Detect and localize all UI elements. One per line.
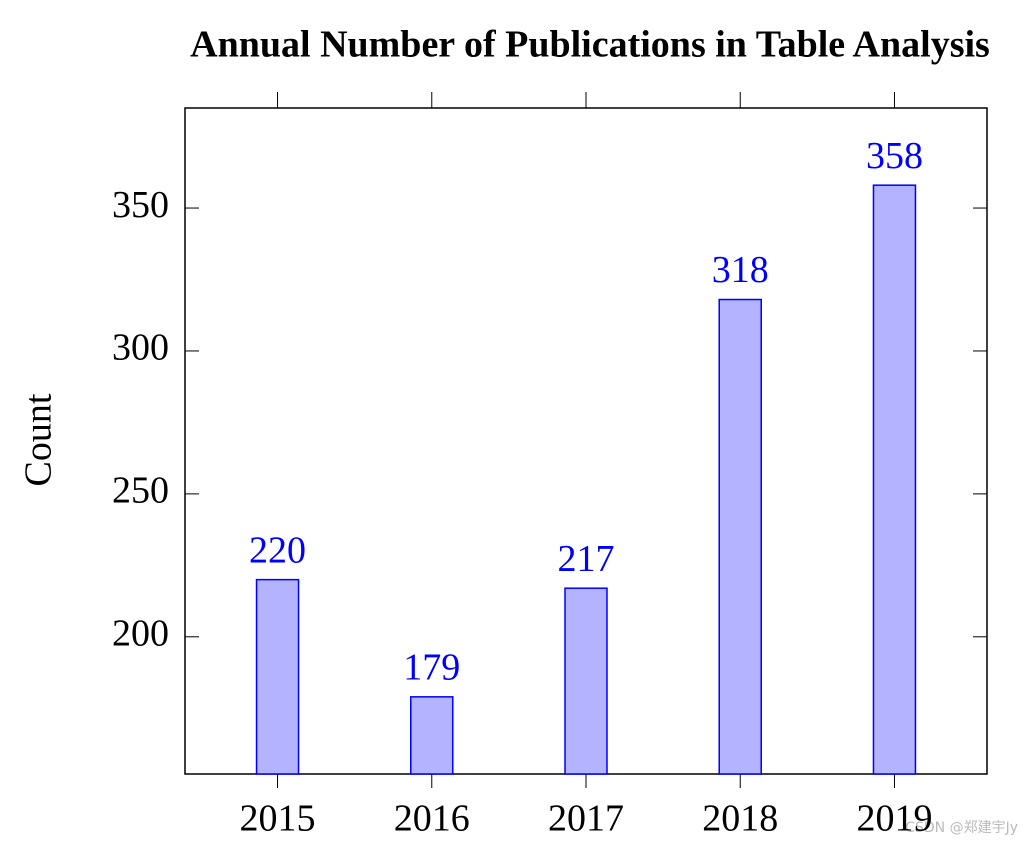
y-tick-label: 350 (112, 184, 169, 226)
y-tick-label: 300 (112, 327, 169, 369)
x-tick-label: 2018 (702, 798, 778, 840)
y-tick-label: 250 (112, 470, 169, 512)
x-tick-label: 2019 (856, 798, 932, 840)
bar (564, 587, 608, 775)
value-label: 217 (558, 538, 615, 580)
y-axis-label: Count (18, 393, 60, 486)
chart-title: Annual Number of Publications in Table A… (190, 24, 990, 66)
y-tick-label: 200 (112, 613, 169, 655)
bar (718, 298, 762, 775)
value-label: 318 (712, 249, 769, 291)
x-tick-label: 2016 (394, 798, 470, 840)
bar (872, 184, 917, 775)
value-label: 358 (866, 135, 923, 177)
x-tick-label: 2017 (548, 798, 624, 840)
x-tick-label: 2015 (240, 798, 316, 840)
value-label: 220 (249, 529, 306, 571)
watermark: CSDN @郑建宇Jy (905, 820, 1018, 836)
value-label: 179 (403, 647, 460, 689)
bar (410, 696, 454, 775)
bar (255, 578, 300, 775)
